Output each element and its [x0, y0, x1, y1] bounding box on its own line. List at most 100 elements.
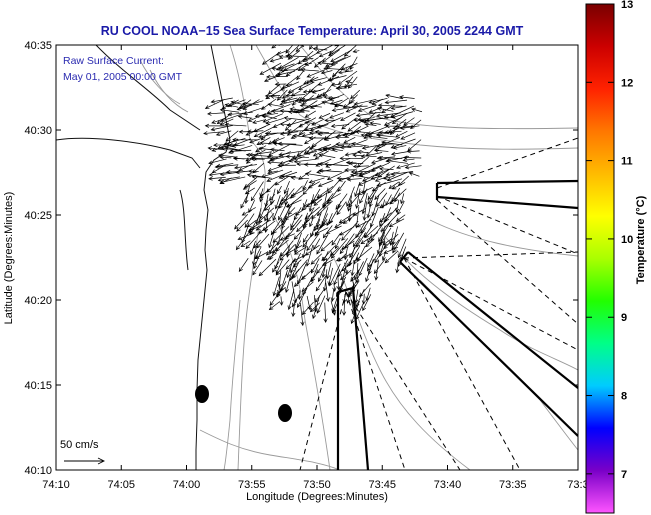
current-vector — [283, 61, 301, 71]
current-vector — [339, 145, 363, 150]
chart-title: RU COOL NOAA−15 Sea Surface Temperature:… — [101, 24, 524, 38]
current-vector — [306, 69, 326, 78]
current-vector — [309, 45, 314, 50]
current-vector — [369, 206, 379, 228]
current-vector — [238, 258, 249, 272]
current-vector — [351, 141, 369, 147]
current-vector — [292, 133, 312, 138]
current-vector — [336, 201, 347, 216]
current-vector — [371, 182, 386, 192]
current-vector — [240, 192, 250, 209]
y-axis-ticks: 40:35 40:30 40:25 40:20 40:15 40:10 — [24, 40, 578, 477]
current-vector — [365, 117, 389, 123]
plot-background — [56, 45, 578, 470]
current-vector — [246, 173, 272, 179]
current-vector — [269, 147, 285, 152]
current-vector — [331, 106, 357, 113]
current-vector — [316, 200, 333, 217]
current-vector — [306, 194, 323, 208]
current-vector — [331, 233, 341, 246]
current-vector — [215, 130, 232, 137]
current-vector — [395, 258, 400, 274]
current-vector — [208, 176, 226, 181]
current-vector — [334, 237, 341, 250]
colorbar-tick-label: 10 — [621, 234, 633, 246]
current-vector — [327, 267, 333, 286]
current-vector — [294, 98, 310, 103]
current-vector — [396, 162, 415, 170]
current-vector — [307, 181, 320, 189]
current-vector — [381, 251, 386, 261]
current-vector — [386, 158, 409, 164]
current-vector — [334, 220, 346, 228]
current-vector — [304, 171, 329, 178]
coverage-ray — [345, 291, 406, 470]
current-vector — [367, 252, 379, 272]
current-vector — [285, 53, 307, 59]
coverage-ray — [403, 251, 578, 259]
current-vector — [257, 207, 275, 223]
plot-area: 50 cm/s Raw Surface Current: May 01, 200… — [3, 40, 589, 503]
current-vector — [354, 182, 361, 198]
current-vector — [292, 259, 302, 268]
colorbar-ticks: 13 12 11 10 9 8 7 — [586, 0, 633, 481]
current-vector — [317, 180, 334, 188]
current-vector — [252, 119, 265, 125]
buoy-marker — [195, 385, 209, 403]
current-vector — [330, 289, 335, 302]
current-vector — [268, 156, 285, 162]
current-vector — [371, 162, 390, 172]
current-vector — [316, 218, 321, 228]
current-vector — [225, 130, 239, 142]
current-vector — [336, 275, 341, 291]
colorbar-tick-label: 11 — [621, 156, 633, 168]
current-vector — [229, 149, 252, 154]
current-vector — [219, 118, 234, 126]
current-vector — [353, 98, 377, 106]
current-vectors — [203, 45, 423, 327]
current-vector — [330, 49, 353, 63]
current-vector — [331, 147, 344, 152]
current-vector — [388, 218, 405, 228]
coverage-edge — [351, 287, 370, 470]
current-vector — [326, 169, 349, 181]
current-vector — [355, 111, 382, 118]
current-vector — [280, 240, 294, 257]
current-vector — [317, 61, 334, 66]
river-shore — [95, 45, 201, 131]
current-vector — [285, 219, 302, 241]
current-vector — [245, 231, 261, 250]
current-vector — [290, 220, 295, 229]
current-vector — [303, 57, 314, 62]
current-vector — [323, 251, 329, 262]
current-vector — [318, 168, 342, 173]
current-vector — [391, 182, 406, 190]
current-vector — [384, 130, 402, 135]
current-vector — [298, 82, 314, 91]
current-vector — [269, 57, 282, 63]
current-vector — [313, 57, 326, 68]
x-tick-label: 74:00 — [173, 479, 201, 491]
current-vector — [295, 45, 305, 52]
current-vector — [266, 252, 277, 260]
current-vector — [371, 158, 387, 164]
current-vector — [219, 176, 246, 184]
current-vector — [315, 220, 334, 230]
current-vector — [390, 171, 414, 177]
current-vector — [245, 152, 272, 157]
colorbar-tick-label: 7 — [621, 469, 627, 481]
current-vector — [376, 133, 395, 138]
current-vector — [293, 245, 308, 255]
current-vector — [335, 142, 356, 147]
current-vector — [210, 125, 233, 132]
current-vector — [358, 257, 368, 277]
current-vector — [371, 194, 380, 217]
current-vector — [274, 195, 281, 210]
current-vector — [346, 177, 362, 182]
current-vector — [280, 97, 298, 103]
current-vector — [279, 296, 284, 306]
current-vector — [302, 180, 308, 191]
bay-shore — [56, 137, 201, 169]
current-vector — [248, 169, 259, 174]
current-vector — [259, 62, 282, 75]
